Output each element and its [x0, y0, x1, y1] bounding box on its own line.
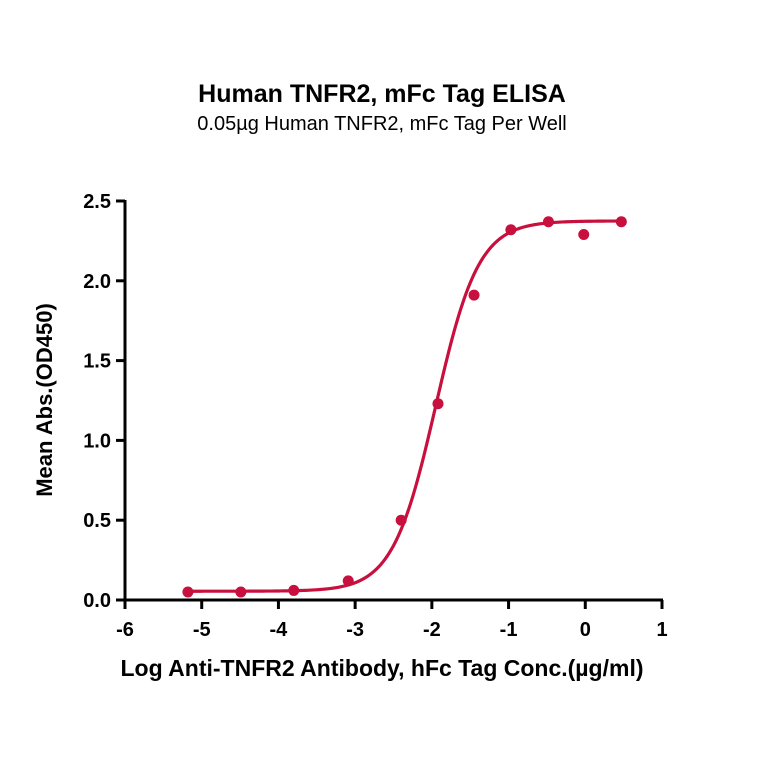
data-point [235, 586, 247, 598]
data-point [578, 229, 590, 241]
chart-subtitle: 0.05µg Human TNFR2, mFc Tag Per Well [197, 113, 567, 135]
axes: 0.0 0.5 1.0 1.5 2.0 2.5 -6 -5 -4 -3 -2 -1 0 1 [83, 191, 667, 641]
y-tick-label: 2.0 [83, 271, 111, 293]
x-tick-label: 0 [580, 619, 591, 641]
data-point [342, 575, 354, 587]
y-tick-label: 1.0 [83, 430, 111, 452]
data-point [182, 586, 194, 598]
x-tick-label: -6 [116, 619, 134, 641]
y-tick-label: 1.5 [83, 351, 111, 373]
x-tick-label: -2 [423, 619, 441, 641]
data-point [288, 584, 300, 596]
data-point [395, 514, 407, 526]
data-point [615, 216, 627, 228]
fit-curve [187, 219, 622, 593]
x-tick-label: -3 [346, 619, 364, 641]
data-point [468, 289, 480, 301]
y-tick-label: 2.5 [83, 191, 111, 213]
y-tick-label: 0.0 [83, 590, 111, 612]
x-tick-label: -4 [270, 619, 289, 641]
data-points [182, 216, 627, 598]
x-axis-label: Log Anti-TNFR2 Antibody, hFc Tag Conc.(µ… [120, 655, 644, 681]
data-point [542, 216, 554, 228]
data-point [505, 224, 517, 236]
x-tick-label: -5 [193, 619, 211, 641]
x-tick-label: -1 [500, 619, 518, 641]
data-point [432, 398, 444, 410]
x-tick-label: 1 [656, 619, 667, 641]
chart-title: Human TNFR2, mFc Tag ELISA [198, 80, 566, 108]
y-tick-label: 0.5 [83, 510, 111, 532]
